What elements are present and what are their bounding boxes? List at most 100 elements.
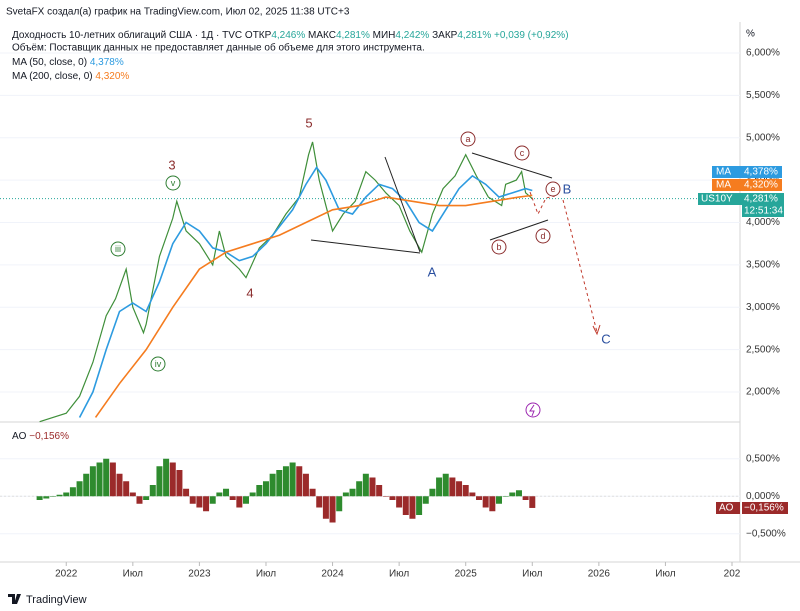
low: 4,242% [395,30,429,41]
ao-bar [509,492,516,497]
ao-bar [76,481,83,497]
ao-bar [43,496,50,499]
ma200-price [742,179,782,191]
ao-bar [282,466,289,497]
y-tick-label: 5,000% [746,132,780,143]
wave-circle [535,228,551,244]
ao-bar [236,496,243,508]
ao-bar [163,458,170,497]
ao-bar [409,496,416,519]
ao-tag [716,502,740,514]
ao-bar [89,466,96,497]
wave-circle [165,175,181,191]
x-tick-label: 202 [724,569,741,580]
ao-bar [482,496,489,508]
ao-label: AO [12,431,27,442]
wave-label: v [171,178,176,188]
ma200-label: MA (200, close, 0) [12,71,93,82]
ao-bar [243,496,250,504]
ao-bar [223,488,230,497]
y-tick-label: 2,500% [746,344,780,355]
y-tick-label: 0,000% [746,491,780,502]
footer: TradingView [26,594,87,606]
x-tick-label: 2023 [188,569,211,580]
ao-bar [149,485,156,497]
ao-bar [402,496,409,515]
ao-bar [422,496,429,504]
x-tick-label: Июл [522,569,542,580]
ao-bar [296,466,303,497]
y-tick-label: 2,000% [746,387,780,398]
wave-label: c [520,148,525,158]
y-tick-label: 3,000% [746,302,780,313]
ma50-price-text: 4,378% [744,167,778,178]
ao-bar [462,485,469,497]
plot-area: 2,000%2,500%3,000%3,500%4,000%4,500%5,00… [0,48,786,580]
x-tick-label: 2022 [55,569,78,580]
x-tick-label: 2025 [455,569,478,580]
ao-bar [302,473,309,497]
wave-label: B [563,181,572,196]
ao-bar [83,473,90,497]
ao-bar [183,488,190,497]
ao-bar [502,496,509,497]
ao-bar [36,496,43,500]
ao-bar [262,481,269,497]
y-tick-label: 0,500% [746,453,780,464]
ao-bar [322,496,329,519]
ao-bar [176,470,183,497]
ao-bar [209,496,216,504]
ao-bar [69,487,76,497]
ma200-legend: MA (200, close, 0) 4,320% [12,71,129,82]
y-tick-label: 6,000% [746,48,780,59]
ao-bar [396,496,403,508]
trend-line [489,219,549,241]
ao-bar [336,496,343,512]
ao-bar [216,492,223,497]
ao-bar [189,496,196,504]
series-line [94,194,533,418]
trend-line [310,239,421,254]
ao-tag-text: AO [719,503,734,514]
wave-label: a [465,134,470,144]
ma200-price-text: 4,320% [744,180,778,191]
ma50-tag [712,166,742,178]
ao-bar [249,492,256,497]
x-tick-label: Июл [256,569,276,580]
ao-bar [169,462,176,497]
ao-bar [49,496,56,497]
ma50-tag-text: MA [716,167,731,178]
wave-label: b [496,242,501,252]
ma200-tag-text: MA [716,180,731,191]
event-bolt [529,404,535,417]
x-tick-label: Июл [123,569,143,580]
ao-bar [416,496,423,515]
ao-bar [103,458,110,497]
ao-price [742,502,788,514]
ao-bar [362,473,369,497]
symbol: Доходность 10-летних облигаций США · 1Д … [12,29,242,41]
ao-bar [276,470,283,497]
close-label: ЗАКР [432,30,458,41]
y-tick-label: −0,500% [746,528,786,539]
ao-bar [449,477,456,497]
ma50-label: MA (50, close, 0) [12,57,87,68]
ao-legend: AO −0,156% [12,431,69,442]
ao-bar [229,496,236,500]
ao-bar [269,473,276,497]
ao-bar [376,485,383,497]
ao-bar [369,477,376,497]
low-label: МИН [373,30,396,41]
ao-bar [495,496,502,504]
unit: % [746,29,755,40]
ao-bar [203,496,210,512]
ao-bar [116,473,123,497]
ao-bar [515,490,522,497]
ao-bar [489,496,496,512]
x-tick-label: Июл [389,569,409,580]
price-tag [742,193,784,217]
x-tick-label: Июл [655,569,675,580]
ao-bar [309,488,316,497]
